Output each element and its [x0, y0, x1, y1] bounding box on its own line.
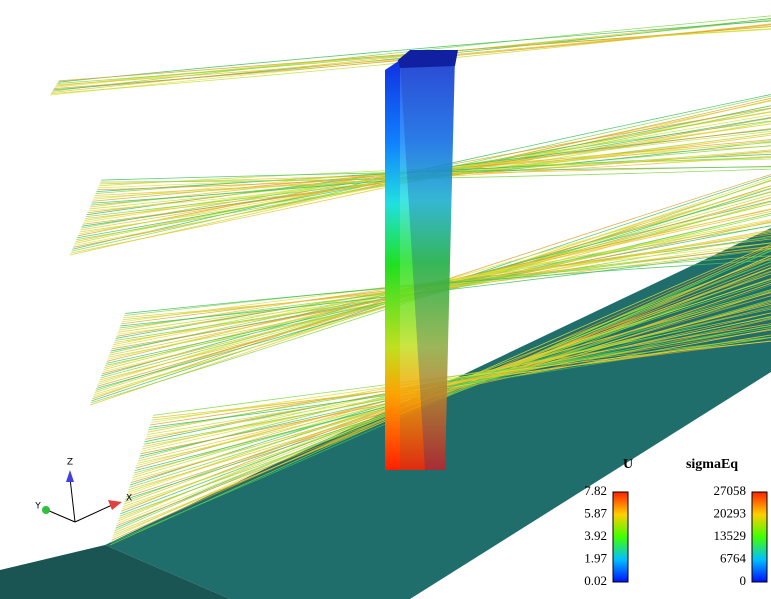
colorbar-tick-label: 20293 [714, 505, 747, 520]
streamline [57, 20, 771, 83]
streamline [142, 312, 771, 447]
colorbar-u [612, 491, 629, 583]
colorbar-tick-label: 13529 [714, 528, 747, 543]
colorbar-sigma [751, 491, 768, 583]
y-label: Y [34, 502, 41, 512]
x-axis [74, 504, 113, 523]
y-axis [46, 509, 76, 523]
colorbar-title: U [623, 457, 633, 472]
colorbar-tick-label: 7.82 [584, 483, 607, 498]
streamline [138, 308, 771, 459]
x-arrow [108, 500, 122, 510]
colorbar-tick-label: 27058 [714, 483, 747, 498]
colorbar-title: sigmaEq [686, 457, 738, 472]
tower-shade [400, 55, 455, 470]
colorbar-tick-label: 5.87 [584, 505, 607, 520]
y-arrow [42, 506, 50, 514]
streamline [140, 318, 771, 455]
tower-face [400, 55, 455, 470]
ground-side [0, 545, 230, 599]
colorbar-tick-label: 0.02 [584, 573, 607, 588]
streamline [133, 299, 771, 474]
colorbar-tick-label: 3.92 [584, 528, 607, 543]
streamline [145, 328, 771, 438]
colorbar-tick-label: 1.97 [584, 550, 607, 565]
tower-side [385, 60, 400, 470]
streamline [152, 334, 771, 419]
z-axis [69, 477, 76, 523]
streamline [146, 324, 771, 435]
x-label: X [126, 494, 132, 504]
streamline [149, 334, 771, 428]
tower-top [398, 50, 458, 68]
z-arrow [66, 470, 74, 482]
streamline [153, 336, 771, 416]
streamline [137, 300, 771, 464]
colorbar-tick-label: 0 [740, 573, 747, 588]
streamline [128, 282, 771, 491]
z-label: Z [67, 458, 73, 468]
colorbar-tick-label: 6764 [720, 550, 747, 565]
